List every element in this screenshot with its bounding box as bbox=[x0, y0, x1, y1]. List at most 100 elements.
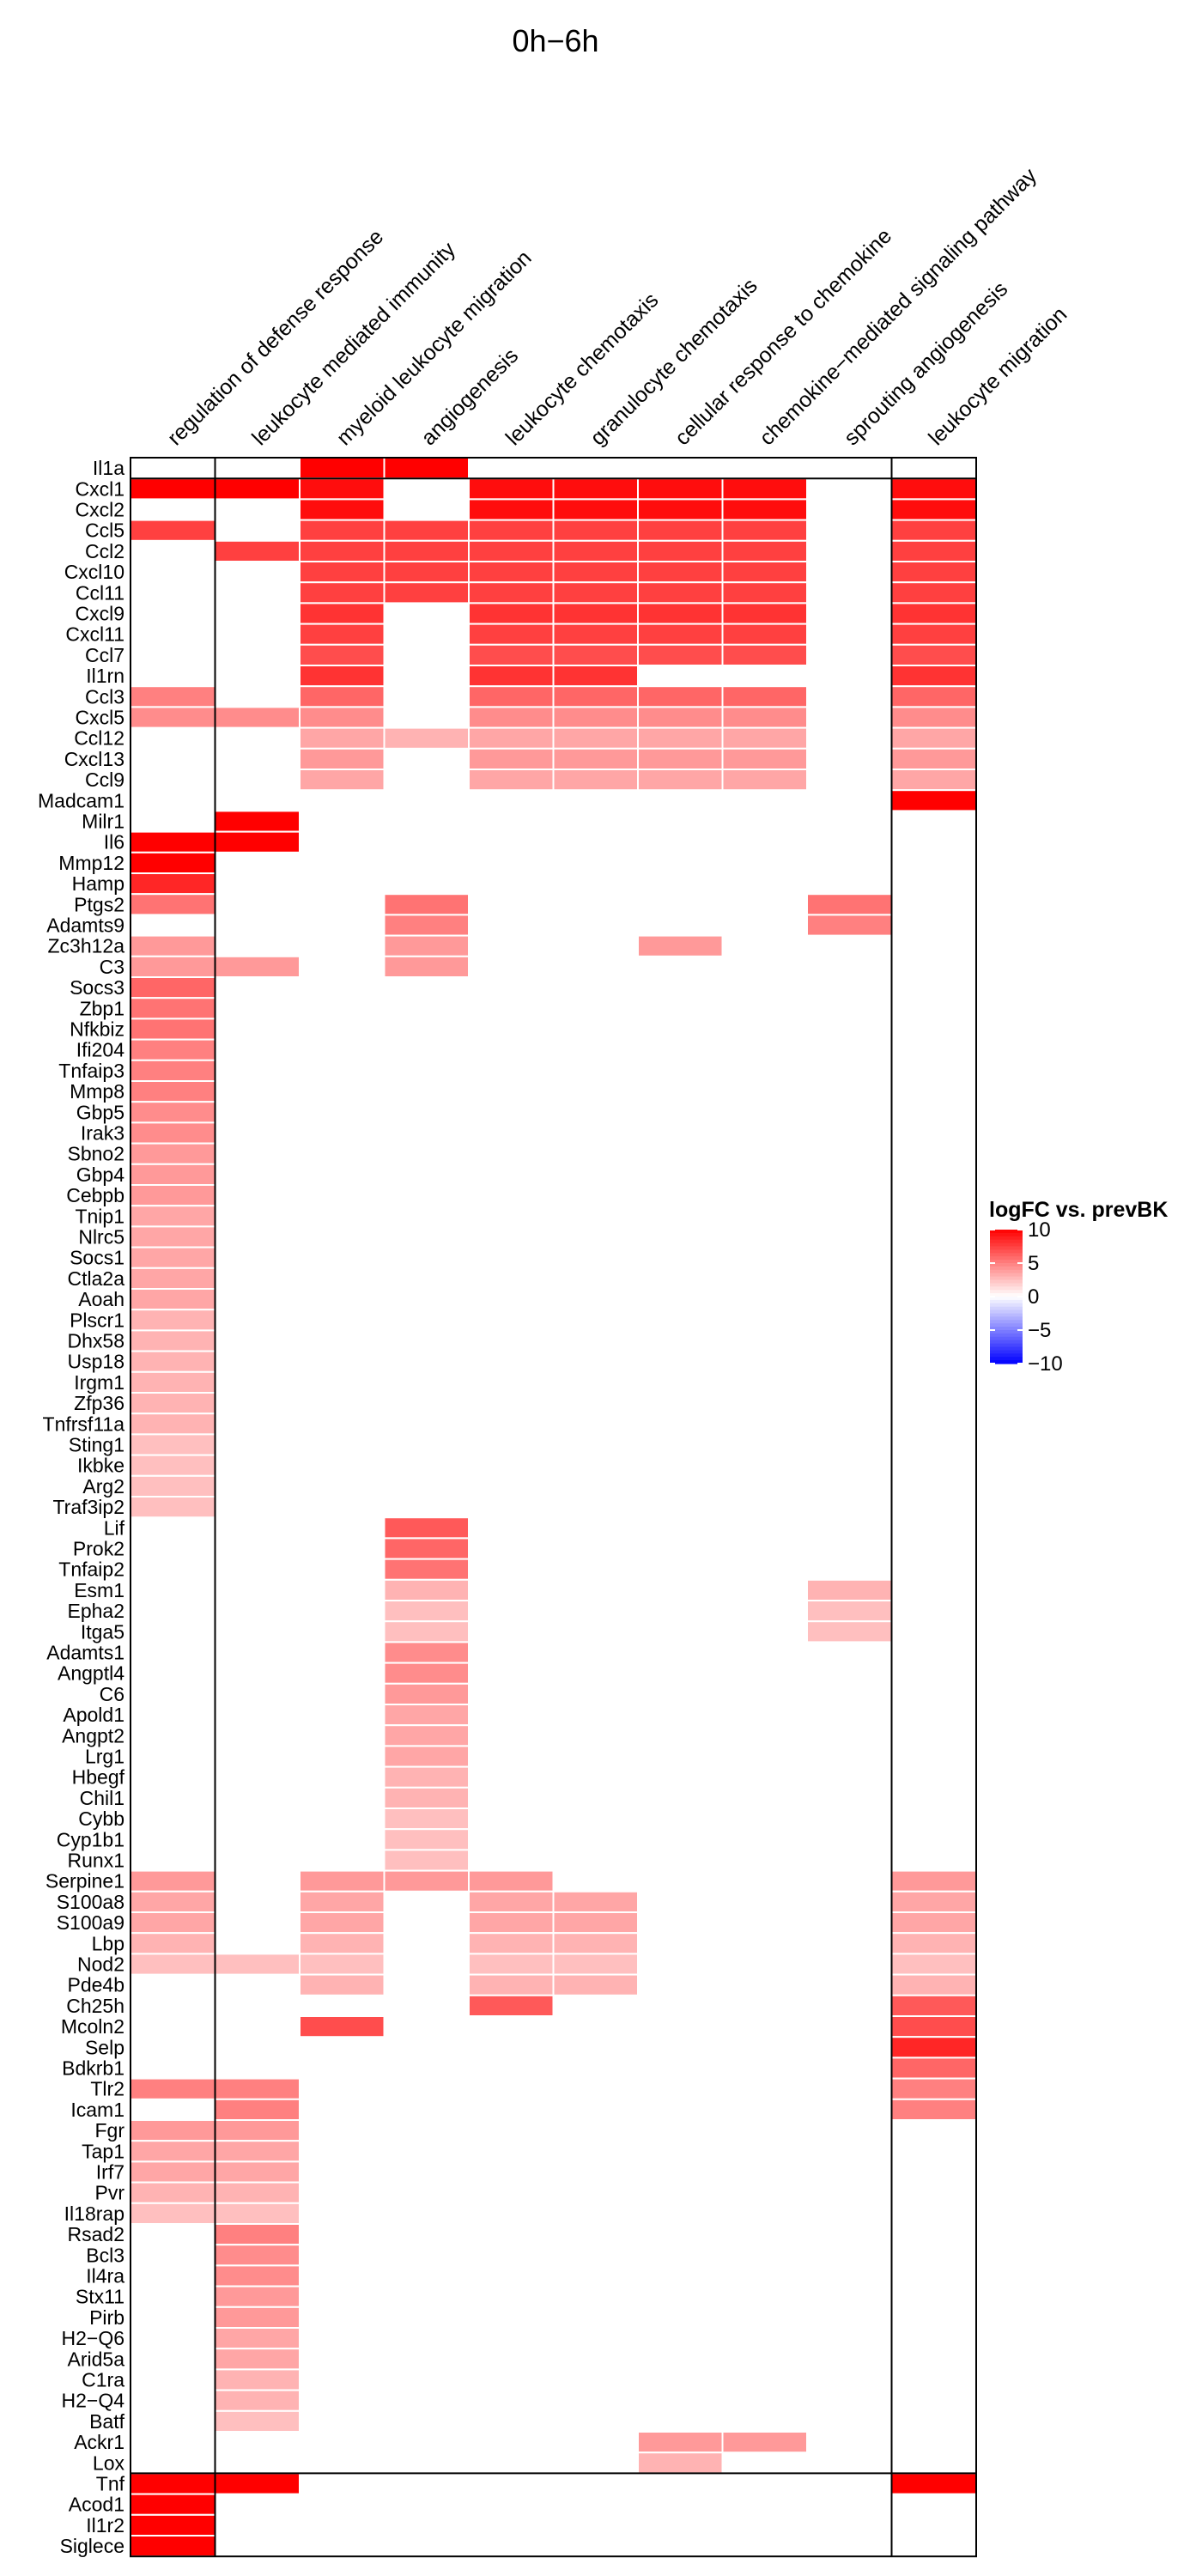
heatmap-cell bbox=[383, 1724, 470, 1747]
heatmap-cell bbox=[468, 498, 555, 521]
heatmap-cell bbox=[214, 2244, 300, 2267]
heatmap-cell bbox=[383, 1662, 470, 1685]
heatmap-cell bbox=[214, 2306, 300, 2330]
heatmap-cell bbox=[130, 2513, 216, 2537]
heatmap-cell bbox=[130, 1370, 216, 1394]
row-label: Cebpb bbox=[66, 1184, 124, 1206]
row-label: Mmp8 bbox=[70, 1080, 124, 1103]
heatmap-cell bbox=[214, 2223, 300, 2246]
legend-swatch bbox=[990, 1340, 1023, 1345]
row-label: Tap1 bbox=[82, 2140, 124, 2162]
heatmap-cell bbox=[383, 1578, 470, 1602]
legend-swatch bbox=[990, 1330, 1023, 1334]
heatmap-cell bbox=[721, 726, 808, 750]
heatmap-cell bbox=[890, 1953, 977, 1976]
heatmap-cell bbox=[806, 893, 893, 916]
row-label: Runx1 bbox=[68, 1850, 124, 1872]
row-label: Adamts1 bbox=[46, 1642, 124, 1664]
heatmap-cell bbox=[806, 1578, 893, 1602]
row-label: Ccl11 bbox=[76, 581, 124, 604]
color-legend: logFC vs. prevBK 10 5 0 −5 −10 bbox=[989, 1198, 1168, 1376]
heatmap-cell bbox=[637, 747, 724, 770]
row-label: Gbp4 bbox=[76, 1163, 124, 1186]
heatmap-cell bbox=[721, 747, 808, 770]
row-label: Ccl3 bbox=[85, 685, 124, 708]
row-label: Tnfaip2 bbox=[58, 1558, 124, 1581]
heatmap-cell bbox=[468, 477, 555, 501]
heatmap-cell bbox=[214, 2285, 300, 2308]
heatmap-cell bbox=[130, 934, 216, 957]
row-label: Il1a bbox=[93, 457, 124, 479]
row-label: Plscr1 bbox=[70, 1309, 124, 1331]
legend-swatch bbox=[990, 1333, 1023, 1338]
heatmap-cell bbox=[890, 789, 977, 812]
row-label: Cxcl9 bbox=[75, 603, 124, 625]
heatmap-cell bbox=[890, 2015, 977, 2038]
legend-swatch bbox=[990, 1246, 1023, 1250]
heatmap-frames bbox=[130, 457, 977, 2558]
heatmap-cell bbox=[130, 1246, 216, 1269]
heatmap-cell bbox=[130, 1121, 216, 1145]
heatmap-cell bbox=[130, 2119, 216, 2142]
heatmap-cell bbox=[130, 1911, 216, 1935]
heatmap-cell bbox=[890, 519, 977, 542]
row-label: Dhx58 bbox=[68, 1330, 124, 1352]
heatmap-cell bbox=[299, 1911, 385, 1935]
heatmap-cell bbox=[890, 1911, 977, 1935]
heatmap-cell bbox=[299, 498, 385, 521]
heatmap-cell bbox=[468, 665, 555, 688]
heatmap-cell bbox=[383, 1807, 470, 1831]
heatmap-cell bbox=[552, 769, 639, 792]
heatmap-cell bbox=[637, 519, 724, 542]
heatmap-cell bbox=[130, 1953, 216, 1976]
heatmap-cell bbox=[721, 685, 808, 708]
heatmap-cell bbox=[299, 769, 385, 792]
row-label: Il6 bbox=[104, 831, 124, 854]
heatmap-cell bbox=[890, 1890, 977, 1914]
row-label: Angptl4 bbox=[58, 1662, 124, 1685]
heatmap-cell bbox=[552, 1911, 639, 1935]
heatmap-cell bbox=[214, 1953, 300, 1976]
legend-tick-label: 10 bbox=[1028, 1218, 1051, 1242]
row-label: Bdkrb1 bbox=[62, 2057, 124, 2080]
heatmap-cell bbox=[637, 2451, 724, 2475]
legend-swatch bbox=[990, 1290, 1023, 1294]
row-label: Icam1 bbox=[70, 2099, 124, 2121]
legend-swatch bbox=[990, 1249, 1023, 1254]
heatmap-cell bbox=[130, 685, 216, 708]
legend-swatch bbox=[990, 1236, 1023, 1241]
row-label: Cxcl13 bbox=[64, 748, 124, 770]
row-label: Tnf bbox=[96, 2473, 125, 2495]
heatmap-cell bbox=[383, 457, 470, 480]
row-label: Traf3ip2 bbox=[52, 1496, 124, 1518]
row-label: Zbp1 bbox=[80, 997, 124, 1019]
heatmap-cell bbox=[637, 539, 724, 562]
row-label: H2−Q6 bbox=[61, 2327, 124, 2349]
heatmap-cell bbox=[552, 498, 639, 521]
heatmap-cell bbox=[890, 1994, 977, 2018]
heatmap-cell bbox=[299, 1890, 385, 1914]
heatmap-cell bbox=[383, 914, 470, 937]
heatmap-cell bbox=[890, 747, 977, 770]
row-label: Cxcl10 bbox=[64, 561, 124, 583]
heatmap-cell bbox=[890, 665, 977, 688]
row-label: Madcam1 bbox=[38, 789, 124, 811]
heatmap-cell bbox=[637, 706, 724, 729]
legend-tick-label: −5 bbox=[1028, 1319, 1051, 1342]
heatmap-cell bbox=[130, 477, 216, 501]
row-label: Pde4b bbox=[67, 1974, 124, 1996]
row-label: Ackr1 bbox=[74, 2431, 124, 2453]
legend-swatch bbox=[990, 1269, 1023, 1274]
heatmap-cell bbox=[468, 602, 555, 625]
row-label: Ikbke bbox=[77, 1455, 124, 1477]
row-label: Chil1 bbox=[80, 1787, 124, 1809]
row-label: Ccl9 bbox=[85, 769, 124, 791]
row-label: Angpt2 bbox=[62, 1724, 124, 1747]
heatmap-cell bbox=[299, 1953, 385, 1976]
legend-ticks: 10 5 0 −5 −10 bbox=[990, 1218, 1063, 1376]
legend-swatch bbox=[990, 1316, 1023, 1321]
heatmap-cell bbox=[552, 726, 639, 750]
row-label: Milr1 bbox=[82, 811, 124, 833]
legend-swatch bbox=[990, 1353, 1023, 1358]
row-label: Mcoln2 bbox=[61, 2015, 124, 2038]
